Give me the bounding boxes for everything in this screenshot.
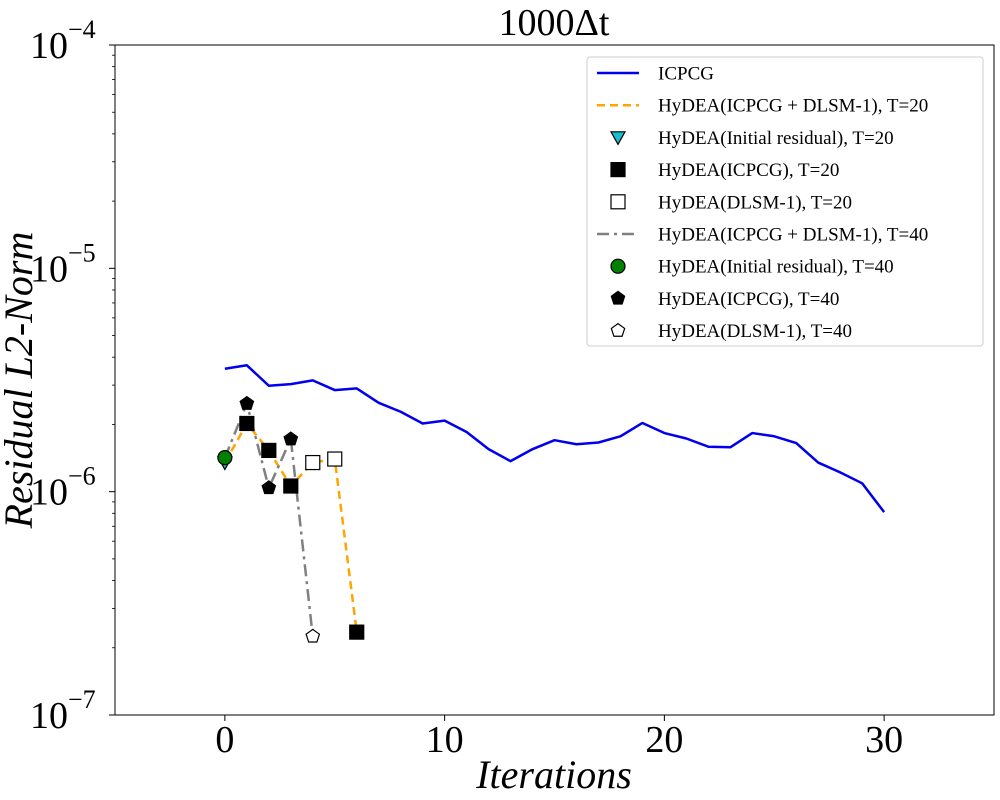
data-point-series-3: [283, 478, 299, 494]
legend: ICPCG HyDEA(ICPCG + DLSM-1), T=20 HyDEA(In…: [586, 56, 984, 347]
plot-frame: [114, 44, 995, 716]
x-tick-label: 20: [645, 719, 683, 761]
data-point-series-7: [239, 395, 255, 410]
series-line-0: [224, 364, 886, 513]
legend-entry-label: HyDEA(DLSM-1), T=20: [658, 192, 852, 213]
y-axis-label: Residual L2-Norm: [0, 232, 41, 530]
legend-marker-swatch: [610, 258, 626, 274]
y-tick-exponent: −4: [68, 15, 96, 44]
legend-marker-swatch: [610, 322, 626, 337]
data-point-series-3: [261, 442, 277, 459]
y-tick-label: 10−4: [30, 15, 96, 67]
legend-entry-label: HyDEA(DLSM-1), T=40: [658, 321, 852, 342]
chart-title: 1000Δt: [499, 2, 610, 44]
legend-entry-label: HyDEA(ICPCG), T=20: [658, 160, 839, 181]
y-tick-exponent: −6: [68, 462, 96, 491]
data-point-series-8: [305, 628, 321, 643]
y-tick-base: 10: [30, 25, 68, 67]
y-tick-base: 10: [30, 695, 68, 737]
data-point-series-4: [327, 451, 343, 467]
legend-entry-label: HyDEA(ICPCG), T=40: [658, 289, 839, 310]
x-tick-label: 30: [865, 719, 903, 761]
data-point-series-7: [283, 431, 299, 446]
legend-marker-swatch: [610, 290, 626, 305]
legend-entry-label: HyDEA(Initial residual), T=20: [658, 128, 894, 149]
data-point-series-3: [349, 624, 365, 640]
legend-marker-swatch: [610, 162, 626, 178]
y-tick-base: 10: [30, 248, 68, 290]
x-axis-label: Iterations: [475, 752, 632, 797]
y-tick-exponent: −7: [68, 685, 96, 714]
legend-box: [586, 56, 984, 347]
legend-marker-swatch: [610, 194, 626, 210]
y-tick-label: 10−5: [30, 238, 96, 290]
y-tick-label: 10−6: [30, 462, 96, 514]
y-tick-exponent: −5: [68, 238, 96, 267]
x-tick-label: 10: [426, 719, 464, 761]
data-point-series-6: [217, 450, 233, 466]
data-point-series-4: [305, 454, 321, 471]
legend-entry-label: HyDEA(ICPCG + DLSM-1), T=40: [658, 225, 928, 246]
legend-entry-label: HyDEA(Initial residual), T=40: [658, 257, 894, 278]
series-layer: [216, 364, 886, 643]
data-point-series-7: [261, 480, 277, 495]
x-tick-label: 0: [215, 719, 234, 761]
legend-marker-swatch: [609, 131, 627, 146]
legend-entry-label: ICPCG: [658, 64, 714, 85]
y-tick-base: 10: [30, 472, 68, 514]
data-point-series-3: [239, 415, 255, 432]
y-tick-label: 10−7: [30, 685, 96, 737]
legend-entry-label: HyDEA(ICPCG + DLSM-1), T=20: [658, 96, 928, 117]
